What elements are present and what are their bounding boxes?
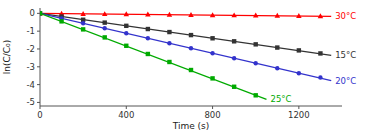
series xyxy=(40,11,331,81)
data-point xyxy=(103,20,107,24)
data-point xyxy=(210,12,216,17)
x-tick xyxy=(126,106,127,109)
data-point xyxy=(124,31,128,35)
data-point xyxy=(189,33,193,37)
data-point xyxy=(318,13,324,18)
trend-line xyxy=(40,13,331,80)
y-tick-label: 0 xyxy=(30,8,35,18)
data-point xyxy=(167,41,171,45)
data-point xyxy=(189,68,193,72)
x-axis-line xyxy=(40,106,342,107)
data-point xyxy=(210,51,214,55)
data-point xyxy=(297,71,301,75)
y-tick xyxy=(37,13,40,14)
data-point xyxy=(102,11,108,16)
y-tick xyxy=(37,48,40,49)
y-tick-label: -5 xyxy=(27,97,35,107)
data-point xyxy=(40,11,42,15)
y-axis-line xyxy=(40,8,41,106)
data-point xyxy=(167,12,173,17)
data-point xyxy=(103,26,107,30)
data-point xyxy=(124,44,128,48)
series-label: 25°C xyxy=(271,94,292,104)
data-point xyxy=(297,48,301,52)
y-tick xyxy=(37,84,40,85)
chart: 0 400 800 1200 0 -1 -2 -3 -4 -5 Time (s) ln(C/C₀) 30… xyxy=(0,0,378,132)
x-tick xyxy=(40,106,41,109)
data-point xyxy=(210,36,214,40)
data-point xyxy=(231,12,237,17)
data-point xyxy=(40,11,42,15)
data-point xyxy=(254,61,258,65)
data-point xyxy=(167,60,171,64)
y-tick-label: -4 xyxy=(27,80,35,90)
x-tick-label: 0 xyxy=(37,110,42,120)
y-tick xyxy=(37,66,40,67)
series-label: 20°C xyxy=(335,76,356,86)
data-point xyxy=(59,19,63,23)
data-point xyxy=(254,93,258,97)
series xyxy=(40,11,331,19)
data-point xyxy=(296,13,302,18)
data-point xyxy=(253,13,259,18)
data-point xyxy=(124,11,130,16)
data-point xyxy=(275,13,281,18)
data-point xyxy=(146,52,150,56)
trend-line xyxy=(40,13,331,55)
plot-area xyxy=(40,11,331,100)
data-point xyxy=(167,30,171,34)
data-point xyxy=(275,66,279,70)
x-tick xyxy=(298,106,299,109)
data-point xyxy=(145,12,151,17)
data-point xyxy=(40,11,42,15)
x-axis-label: Time (s) xyxy=(172,121,210,131)
data-point xyxy=(275,45,279,49)
series xyxy=(40,11,266,99)
y-axis-label: ln(C/C₀) xyxy=(2,40,12,74)
series-label: 15°C xyxy=(335,50,356,60)
series-labels: 30°C 15°C 20°C 25°C xyxy=(271,11,357,104)
data-point xyxy=(80,11,86,16)
x-tick-label: 800 xyxy=(204,110,220,120)
data-point xyxy=(81,21,85,25)
axes: 0 400 800 1200 0 -1 -2 -3 -4 -5 xyxy=(27,8,342,120)
data-point xyxy=(81,27,85,31)
x-tick-label: 1200 xyxy=(288,110,310,120)
series-label: 30°C xyxy=(335,11,356,21)
data-point xyxy=(232,39,236,43)
data-point xyxy=(124,24,128,28)
data-point xyxy=(146,36,150,40)
x-tick-label: 400 xyxy=(118,110,134,120)
data-point xyxy=(232,85,236,89)
x-tick xyxy=(212,106,213,109)
data-point xyxy=(103,35,107,39)
y-tick-label: -1 xyxy=(27,26,35,36)
y-tick xyxy=(37,31,40,32)
series xyxy=(40,11,331,55)
trend-line xyxy=(40,13,267,99)
data-point xyxy=(146,27,150,31)
y-tick-label: -3 xyxy=(27,62,35,72)
data-point xyxy=(232,56,236,60)
data-point xyxy=(188,12,194,17)
data-point xyxy=(254,42,258,46)
data-point xyxy=(318,75,322,79)
y-tick-label: -2 xyxy=(27,44,35,54)
data-point xyxy=(210,76,214,80)
data-point xyxy=(189,46,193,50)
y-tick xyxy=(37,102,40,103)
data-point xyxy=(318,51,322,55)
